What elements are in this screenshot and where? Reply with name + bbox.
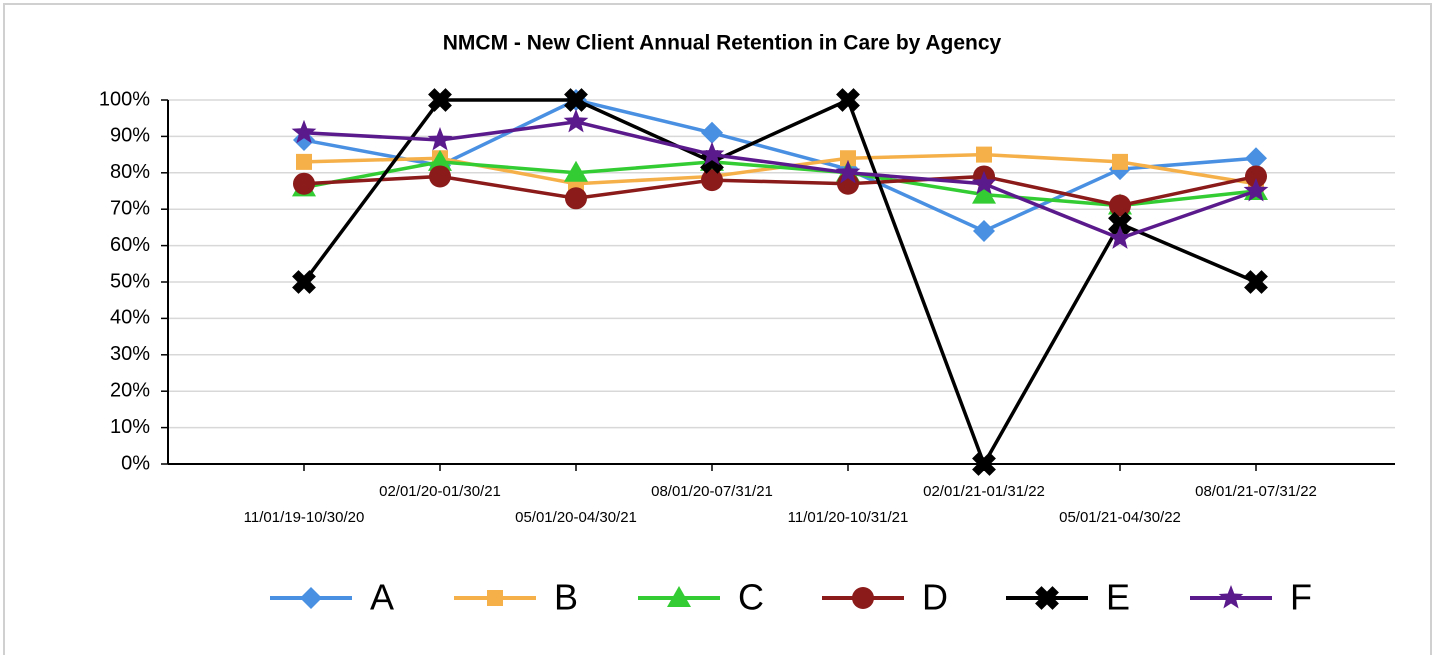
- legend-label: C: [738, 577, 764, 618]
- x-tick-label: 11/01/20-10/31/21: [788, 509, 909, 526]
- y-tick-label: 100%: [99, 88, 150, 110]
- marker: [972, 452, 996, 476]
- x-tick-label: 08/01/21-07/31/22: [1195, 483, 1317, 500]
- marker: [971, 170, 997, 195]
- marker: [293, 172, 315, 195]
- marker: [1245, 147, 1267, 170]
- legend-marker: [1218, 585, 1244, 609]
- marker: [428, 88, 452, 112]
- series-line: [303, 160, 1257, 208]
- chart-title: NMCM - New Client Annual Retention in Ca…: [443, 32, 1002, 55]
- marker: [292, 270, 316, 294]
- marker: [427, 127, 453, 151]
- series-line: [302, 97, 1257, 469]
- marker: [835, 159, 861, 184]
- series-line: [303, 120, 1257, 241]
- y-tick-label: 90%: [110, 125, 150, 147]
- x-tick-label: 02/01/21-01/31/22: [923, 483, 1045, 500]
- marker: [563, 108, 589, 133]
- marker: [1245, 165, 1267, 188]
- y-tick-label: 70%: [110, 197, 150, 219]
- marker: [1244, 270, 1268, 294]
- marker: [1107, 225, 1133, 249]
- legend-label: E: [1106, 577, 1130, 618]
- marker: [296, 153, 312, 170]
- series-line: [303, 98, 1257, 233]
- legend-label: B: [554, 577, 578, 618]
- marker: [976, 146, 992, 163]
- marker: [972, 182, 996, 204]
- y-tick-label: 50%: [110, 270, 150, 292]
- x-tick-label: 02/01/20-01/30/21: [379, 483, 501, 500]
- marker: [973, 220, 995, 243]
- marker: [836, 88, 860, 112]
- x-tick-label: 05/01/21-04/30/22: [1059, 509, 1181, 526]
- legend-label: D: [922, 577, 948, 618]
- marker: [1108, 211, 1132, 236]
- marker: [701, 121, 723, 144]
- marker: [840, 150, 856, 167]
- marker: [699, 141, 725, 166]
- marker: [428, 149, 452, 171]
- series-line: [303, 174, 1257, 208]
- x-tick-label: 11/01/19-10/30/20: [244, 509, 365, 526]
- marker: [429, 165, 451, 188]
- y-tick-label: 10%: [110, 416, 150, 438]
- x-tick-label: 08/01/20-07/31/21: [651, 483, 773, 500]
- legend-marker: [1035, 586, 1059, 610]
- legend-label: A: [370, 577, 394, 618]
- marker: [565, 187, 587, 210]
- legend-label: F: [1290, 577, 1312, 618]
- legend-item: B: [454, 577, 578, 618]
- y-tick-label: 20%: [110, 379, 150, 401]
- legend-marker: [487, 590, 503, 606]
- marker: [701, 169, 723, 192]
- legend-marker: [300, 587, 322, 609]
- marker: [1112, 153, 1128, 170]
- y-tick-label: 60%: [110, 234, 150, 256]
- marker: [564, 88, 588, 112]
- legend-item: E: [1006, 577, 1130, 618]
- x-tick-label: 05/01/20-04/30/21: [515, 509, 637, 526]
- legend-item: C: [638, 577, 764, 618]
- chart-frame: [3, 3, 1432, 655]
- marker: [291, 119, 317, 144]
- y-tick-label: 40%: [110, 307, 150, 329]
- legend-item: A: [270, 577, 394, 618]
- legend-item: D: [822, 577, 948, 618]
- series: [291, 108, 1269, 249]
- y-tick-label: 80%: [110, 161, 150, 183]
- legend-marker: [852, 587, 874, 609]
- legend-item: F: [1190, 577, 1312, 618]
- marker: [1109, 194, 1131, 217]
- y-tick-label: 30%: [110, 343, 150, 365]
- legend-marker: [667, 586, 691, 607]
- marker: [564, 160, 588, 182]
- y-tick-label: 0%: [121, 452, 150, 474]
- marker: [1243, 178, 1269, 202]
